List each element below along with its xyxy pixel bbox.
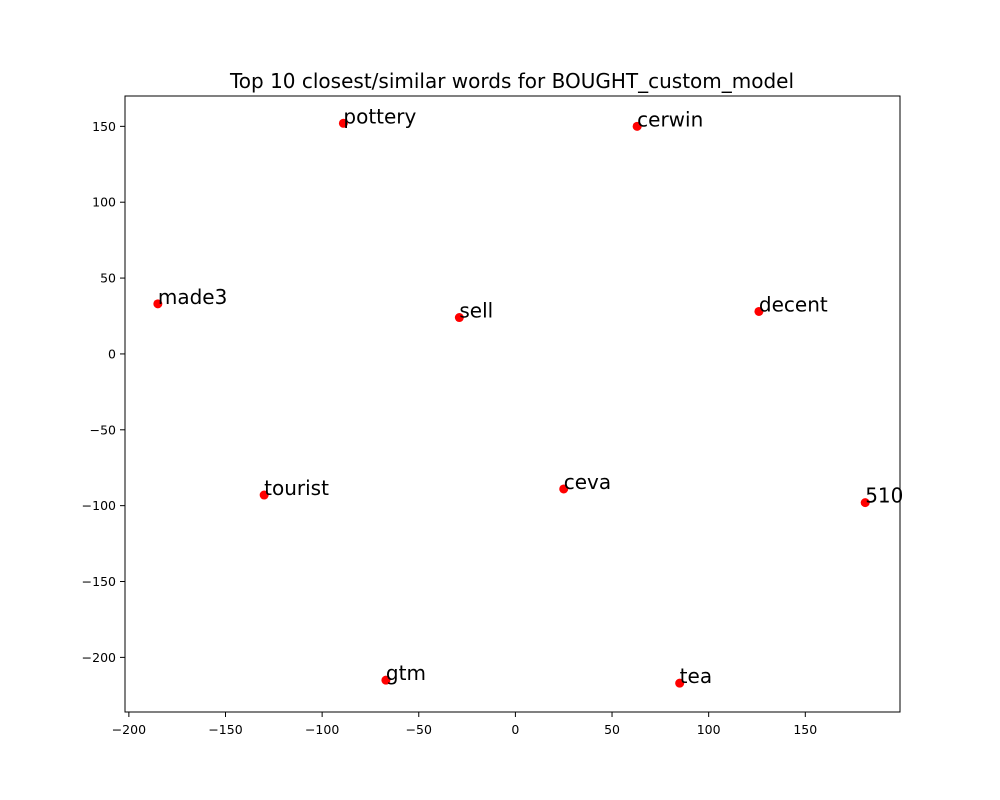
data-point [259,490,269,500]
point-label: tea [680,664,712,688]
point-label: pottery [343,104,416,128]
data-points [153,118,870,688]
data-point [153,299,163,309]
point-label: sell [459,299,493,323]
point-label: decent [759,292,828,316]
y-tick-label: −100 [82,498,116,513]
point-label: tourist [264,476,329,500]
point-label: made3 [158,285,227,309]
y-tick-label: 0 [108,346,116,361]
point-label: ceva [564,470,611,494]
y-tick-label: 50 [100,271,116,286]
point-labels: pottery cerwin made3 sell decent tourist ceva 5… [158,104,904,688]
data-point [675,678,685,688]
x-tick-label: −100 [305,722,339,737]
y-tick-label: −150 [82,574,116,589]
x-tick-label: −50 [406,722,432,737]
y-tick-label: 100 [92,195,116,210]
data-point [559,484,569,494]
data-point [860,498,870,508]
data-point [381,675,391,685]
y-tick-label: −50 [90,422,116,437]
data-point [632,121,642,131]
chart-title: Top 10 closest/similar words for BOUGHT_… [229,69,794,93]
x-tick-label: 150 [793,722,817,737]
x-tick-label: 0 [511,722,519,737]
x-tick-label: −150 [208,722,242,737]
plot-area-frame [124,95,901,713]
x-tick-label: −200 [112,722,146,737]
point-label: 510 [865,484,903,508]
point-label: cerwin [637,107,703,131]
data-point [754,306,764,316]
y-tick-label: −200 [82,650,116,665]
axis-ticks: −200 −150 −100 −50 0 50 100 150 −200 −150 −100 −50 0… [82,119,818,737]
x-tick-label: 50 [604,722,620,737]
data-point [454,313,464,323]
x-tick-label: 100 [697,722,721,737]
data-point [338,118,348,128]
y-tick-label: 150 [92,119,116,134]
point-label: gtm [386,661,426,685]
